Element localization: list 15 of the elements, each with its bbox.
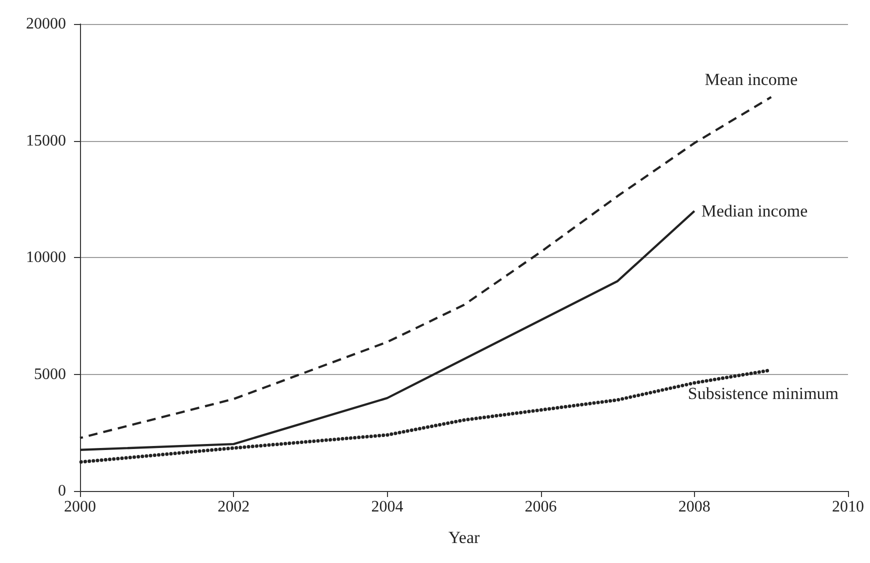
series-label: Subsistence minimum [688, 384, 839, 404]
x-tick-label: 2010 [832, 498, 864, 516]
y-tick-label: 20000 [26, 16, 66, 32]
x-tick-label: 2000 [64, 498, 96, 516]
x-axis-title: Year [448, 528, 480, 547]
y-tick-label: 5000 [34, 366, 66, 383]
series-label: Mean income [704, 70, 798, 90]
x-tick-label: 2006 [524, 498, 557, 516]
series-label: Median income [701, 202, 808, 221]
x-tick-label: 2004 [371, 498, 404, 516]
x-tick-label: 2002 [218, 498, 250, 516]
x-tick-label: 2008 [678, 498, 710, 516]
y-tick-label: 10000 [26, 249, 66, 266]
y-tick-label: 15000 [26, 132, 66, 150]
y-tick-label: 0 [58, 482, 66, 500]
